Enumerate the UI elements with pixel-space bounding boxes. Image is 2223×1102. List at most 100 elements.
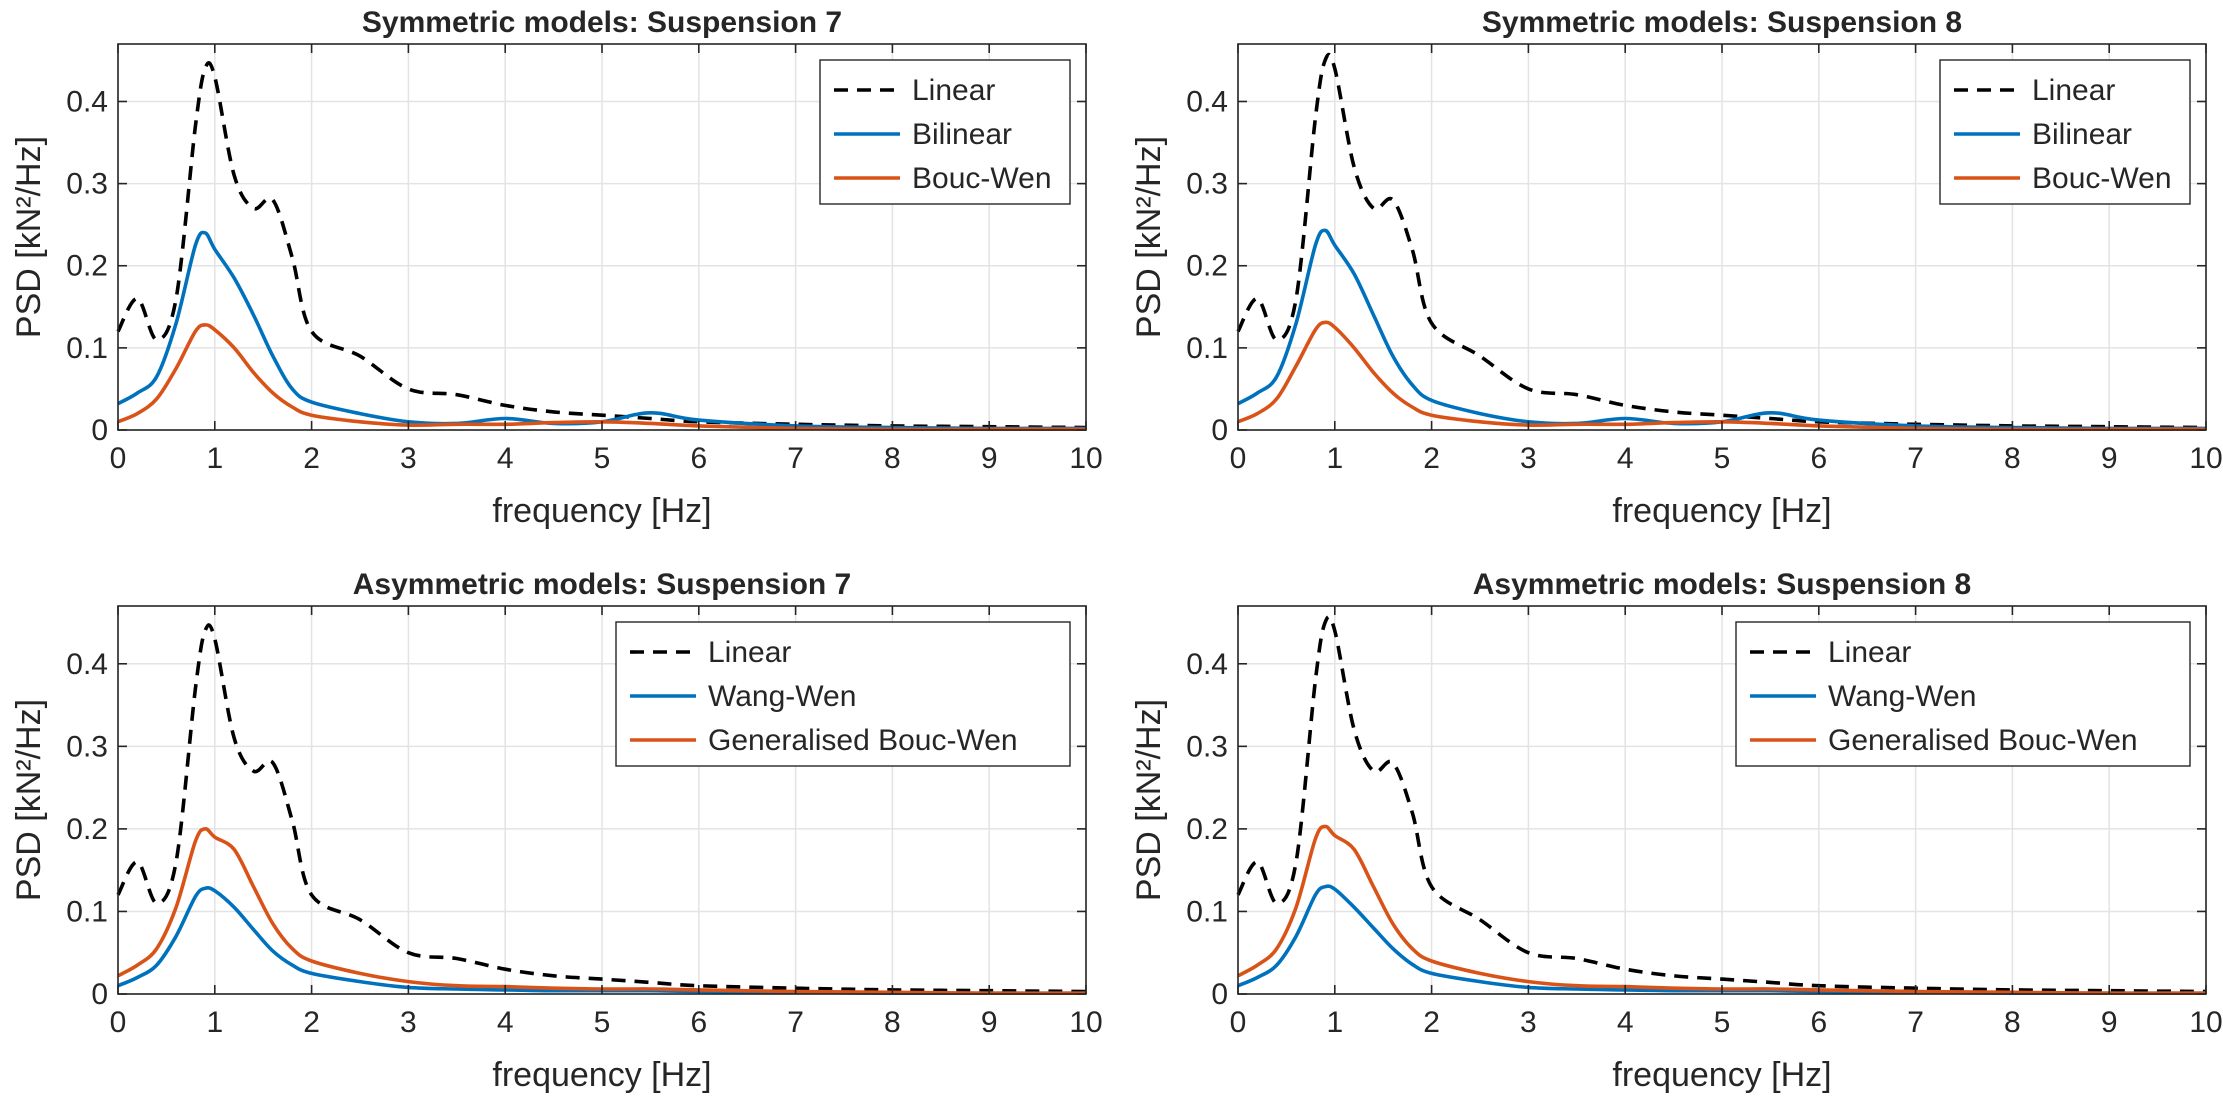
panel-2: 0 1 2 3 4 5 6 7 8 9 10 0 0.1 0.2 0.3 0.4 Symmetric model…: [1130, 6, 2223, 530]
x-tick-label: 6: [1810, 442, 1827, 475]
series-line-generalised-bouc-wen: [1237, 824, 2207, 996]
x-tick-label: 5: [1714, 442, 1731, 475]
x-tick-label: 8: [884, 1006, 901, 1039]
panel-3: 0 1 2 3 4 5 6 7 8 9 10 0 0.1 0.2 0.3 0.4 Asymmetric mode…: [10, 568, 1103, 1094]
legend-box: [819, 59, 1071, 205]
panel-4: 0 1 2 3 4 5 6 7 8 9 10 0 0.1 0.2 0.3 0.4 Asymmetric mode…: [1130, 568, 2223, 1094]
chart-title: Asymmetric models: Suspension 7: [353, 568, 852, 601]
x-tick-label: 1: [206, 1006, 223, 1039]
x-axis-label: frequency [Hz]: [1612, 1056, 1831, 1094]
x-tick-label: 6: [690, 1006, 707, 1039]
x-tick-label: 5: [594, 442, 611, 475]
legend: Linear Wang-Wen Generalised Bouc-Wen: [615, 621, 1071, 767]
x-tick-label: 2: [1423, 442, 1440, 475]
chart-title: Symmetric models: Suspension 8: [1482, 6, 1962, 39]
panel-1: 0 1 2 3 4 5 6 7 8 9 10 0 0.1 0.2 0.3 0.4 Symmetric model…: [10, 6, 1103, 530]
x-axis-label: frequency [Hz]: [492, 492, 711, 530]
series-line-linear: [116, 623, 1087, 994]
x-tick-label: 3: [400, 1006, 417, 1039]
x-tick-label: 3: [1520, 1006, 1537, 1039]
y-axis-label: PSD [kN²/Hz]: [1130, 699, 1168, 901]
x-tick-label: 9: [2101, 1006, 2118, 1039]
y-tick-label: 0: [91, 978, 108, 1011]
x-tick-label: 9: [981, 442, 998, 475]
legend-label: Bouc-Wen: [912, 162, 1052, 195]
y-tick-label: 0: [91, 414, 108, 447]
x-tick-label: 8: [884, 442, 901, 475]
legend-label: Bilinear: [912, 118, 1012, 151]
x-tick-label: 2: [1423, 1006, 1440, 1039]
y-axis-label: PSD [kN²/Hz]: [1130, 136, 1168, 338]
series-line-bilinear: [1237, 228, 2207, 431]
x-tick-label: 0: [110, 442, 127, 475]
x-tick-label: 10: [1069, 1006, 1102, 1039]
legend-box: [1939, 59, 2191, 205]
y-tick-label: 0.1: [1186, 895, 1228, 928]
legend-label: Wang-Wen: [1828, 680, 1976, 713]
series-line-bilinear: [117, 230, 1087, 431]
x-tick-label: 8: [2004, 1006, 2021, 1039]
x-tick-label: 2: [303, 442, 320, 475]
y-tick-label: 0.2: [66, 813, 108, 846]
series-line-bouc-wen: [1237, 320, 2207, 432]
legend-label: Generalised Bouc-Wen: [1828, 724, 2138, 757]
x-tick-label: 4: [1617, 1006, 1634, 1039]
y-tick-label: 0.3: [66, 730, 108, 763]
x-tick-label: 7: [787, 442, 804, 475]
x-tick-label: 10: [2189, 1006, 2222, 1039]
x-tick-label: 5: [1714, 1006, 1731, 1039]
legend-label: Wang-Wen: [708, 680, 856, 713]
x-tick-label: 5: [594, 1006, 611, 1039]
y-tick-label: 0.4: [66, 648, 108, 681]
chart-title: Asymmetric models: Suspension 8: [1473, 568, 1972, 601]
series-line-bouc-wen: [117, 323, 1087, 432]
y-tick-label: 0.2: [66, 250, 108, 283]
x-tick-label: 4: [1617, 442, 1634, 475]
y-tick-label: 0.3: [1186, 168, 1228, 201]
series-line-linear: [1236, 615, 2207, 994]
y-tick-label: 0.1: [66, 332, 108, 365]
x-tick-label: 4: [497, 442, 514, 475]
legend: Linear Bilinear Bouc-Wen: [819, 59, 1071, 205]
y-tick-label: 0.2: [1186, 813, 1228, 846]
y-tick-label: 0.4: [1186, 85, 1228, 118]
y-tick-label: 0.2: [1186, 250, 1228, 283]
y-tick-label: 0: [1211, 414, 1228, 447]
legend-box: [1735, 621, 2191, 767]
x-axis-label: frequency [Hz]: [492, 1056, 711, 1094]
x-tick-label: 7: [1907, 1006, 1924, 1039]
legend: Linear Wang-Wen Generalised Bouc-Wen: [1735, 621, 2191, 767]
y-tick-label: 0.1: [1186, 332, 1228, 365]
legend-box: [615, 621, 1071, 767]
x-tick-label: 1: [206, 442, 223, 475]
x-tick-label: 1: [1326, 1006, 1343, 1039]
legend-label: Generalised Bouc-Wen: [708, 724, 1018, 757]
x-tick-label: 8: [2004, 442, 2021, 475]
legend-label: Linear: [708, 636, 791, 669]
y-axis-label: PSD [kN²/Hz]: [10, 699, 48, 901]
x-tick-label: 0: [110, 1006, 127, 1039]
x-tick-label: 2: [303, 1006, 320, 1039]
x-tick-label: 3: [400, 442, 417, 475]
x-tick-label: 1: [1326, 442, 1343, 475]
x-tick-label: 7: [787, 1006, 804, 1039]
x-tick-label: 0: [1230, 1006, 1247, 1039]
x-tick-label: 3: [1520, 442, 1537, 475]
x-tick-label: 10: [2189, 442, 2222, 475]
y-tick-label: 0.3: [66, 168, 108, 201]
legend-label: Linear: [2032, 74, 2115, 107]
legend-label: Linear: [1828, 636, 1911, 669]
y-tick-label: 0.4: [66, 85, 108, 118]
chart-title: Symmetric models: Suspension 7: [362, 6, 842, 39]
legend-label: Linear: [912, 74, 995, 107]
legend: Linear Bilinear Bouc-Wen: [1939, 59, 2191, 205]
y-tick-label: 0: [1211, 978, 1228, 1011]
legend-label: Bilinear: [2032, 118, 2132, 151]
x-axis-label: frequency [Hz]: [1612, 492, 1831, 530]
x-tick-label: 6: [1810, 1006, 1827, 1039]
x-tick-label: 10: [1069, 442, 1102, 475]
series-line-generalised-bouc-wen: [117, 827, 1087, 996]
x-tick-label: 4: [497, 1006, 514, 1039]
series-line-linear: [116, 61, 1087, 430]
